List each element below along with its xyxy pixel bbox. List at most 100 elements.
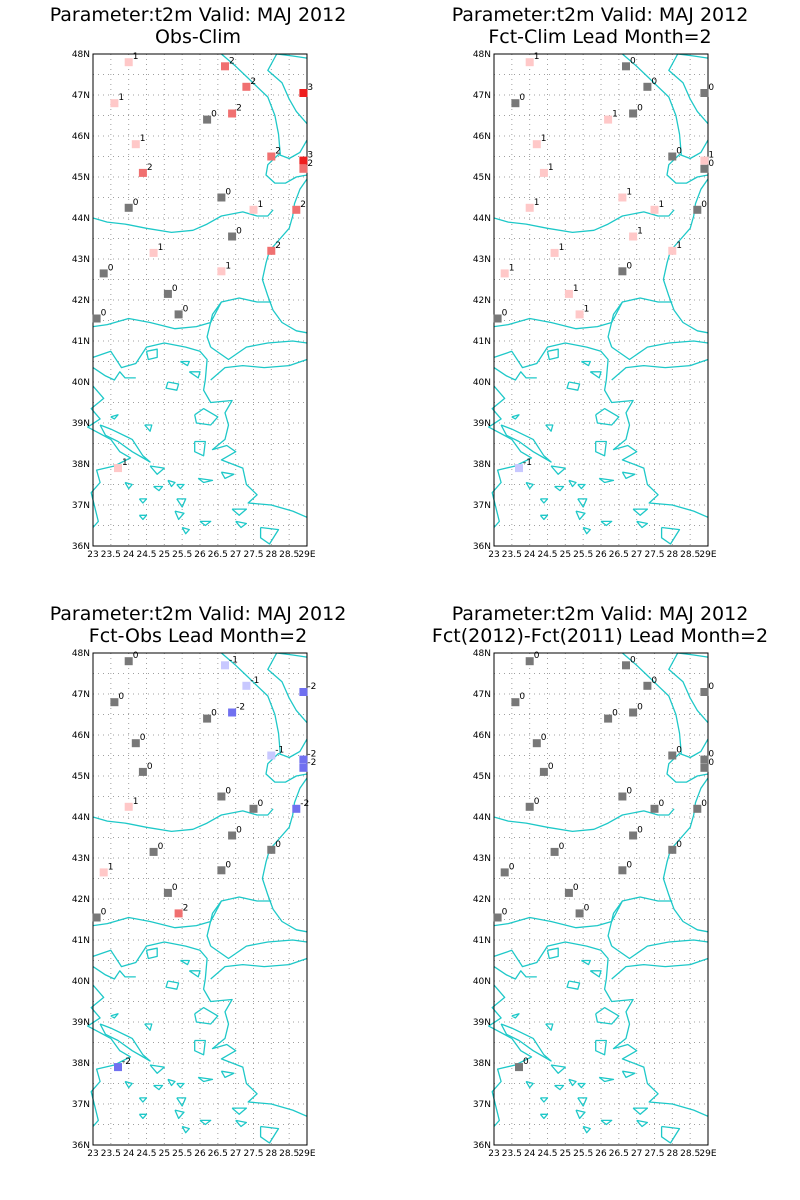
coast-line [166,981,179,989]
station-marker [114,464,122,473]
station-value-label: 0 [502,908,508,918]
lat-tick-label: 46N [72,132,90,142]
station-value-label: 0 [708,750,714,760]
lon-tick-label: 26.5 [208,550,228,560]
lat-tick-label: 39N [72,419,90,429]
station-marker [110,698,119,707]
coast-line [633,509,647,515]
lat-tick-label: 36N [473,1141,491,1151]
lon-tick-label: 26.5 [609,550,629,560]
coast-line [596,1008,619,1024]
station-marker [267,246,276,255]
coast-line [601,521,612,525]
station-value-label: 0 [183,304,189,314]
lon-tick-label: 26 [194,1149,206,1159]
station-marker [110,99,119,108]
station-marker [604,714,613,723]
coast-line [540,1098,547,1102]
coast-line [678,54,708,58]
coast-line [180,362,189,366]
coast-line [93,967,136,979]
station-marker [515,464,523,473]
station-marker [700,763,709,772]
coast-line [612,341,708,360]
coast-line [494,368,537,380]
station-value-label: 0 [523,1057,529,1067]
coast-line [177,1084,184,1088]
coast-line [232,1108,246,1114]
station-value-label: 1 [158,243,164,253]
lon-tick-label: 27.5 [243,1149,263,1159]
station-value-label: 0 [701,799,707,809]
station-marker [149,847,158,856]
coast-line [581,961,590,965]
coast-line [88,386,131,527]
coast-line [168,1079,175,1085]
coast-line [567,382,580,390]
station-marker [138,767,147,776]
station-marker [650,205,659,214]
station-marker [550,847,559,856]
station-marker [604,115,613,124]
station-value-label: 0 [108,263,114,273]
station-value-label: 1 [509,263,515,273]
lat-tick-label: 39N [473,1018,491,1028]
lon-tick-label: 25.5 [172,550,192,560]
coast-line [177,499,186,507]
coast-line [268,54,307,124]
lat-tick-label: 48N [72,50,90,60]
station-marker [292,804,301,813]
coast-line [599,1077,613,1081]
lat-tick-label: 42N [473,895,491,905]
coast-line [211,360,307,381]
station-value-label: 2 [300,200,306,210]
coast-line [637,521,648,527]
grid [494,54,708,546]
station-marker [629,708,638,717]
coast-line [145,1024,152,1030]
station-marker [131,739,140,748]
lat-tick-label: 41N [473,337,491,347]
station-value-label: 0 [651,77,657,87]
station-value-label: 2 [147,163,153,173]
coast-line [211,940,307,959]
station-marker [629,232,638,241]
lon-tick-label: 23.5 [101,1149,121,1159]
station-value-label: 0 [519,93,525,103]
station-marker [124,203,133,212]
lon-tick-label: 25 [159,1149,170,1159]
station-value-label: 0 [534,651,540,661]
coast-line [261,528,279,545]
station-marker [149,248,158,257]
coast-line [678,653,708,657]
station-value-label: 0 [211,110,217,120]
panel-fct-diff: Parameter:t2m Valid: MAJ 2012 Fct(2012)-… [432,603,768,1159]
coast-line [494,302,622,347]
station-marker [228,708,237,717]
station-value-label: -1 [275,746,284,756]
coast-line [622,54,681,155]
coast-line [494,210,674,233]
station-marker [629,109,638,118]
station-value-label: 1 [108,862,114,872]
station-marker [217,866,226,875]
lon-tick-label: 29E [699,550,716,560]
station-marker [515,1063,523,1072]
lon-tick-label: 25.5 [573,550,593,560]
coast-line [622,298,672,302]
station-value-label: 0 [573,883,579,893]
coast-line [189,971,200,977]
coast-line [139,1114,146,1118]
coast-line [221,298,271,302]
station-marker [622,661,630,670]
station-marker [267,152,276,161]
coast-line [612,360,708,381]
coastline [489,54,708,544]
coast-line [221,897,271,901]
coast-line [548,349,559,359]
coast-line [195,409,218,425]
coast-line [150,1065,164,1073]
lat-tick-label: 48N [473,649,491,659]
coast-line [494,809,674,832]
panel-1-title-line2: Obs-Clim [155,26,241,48]
